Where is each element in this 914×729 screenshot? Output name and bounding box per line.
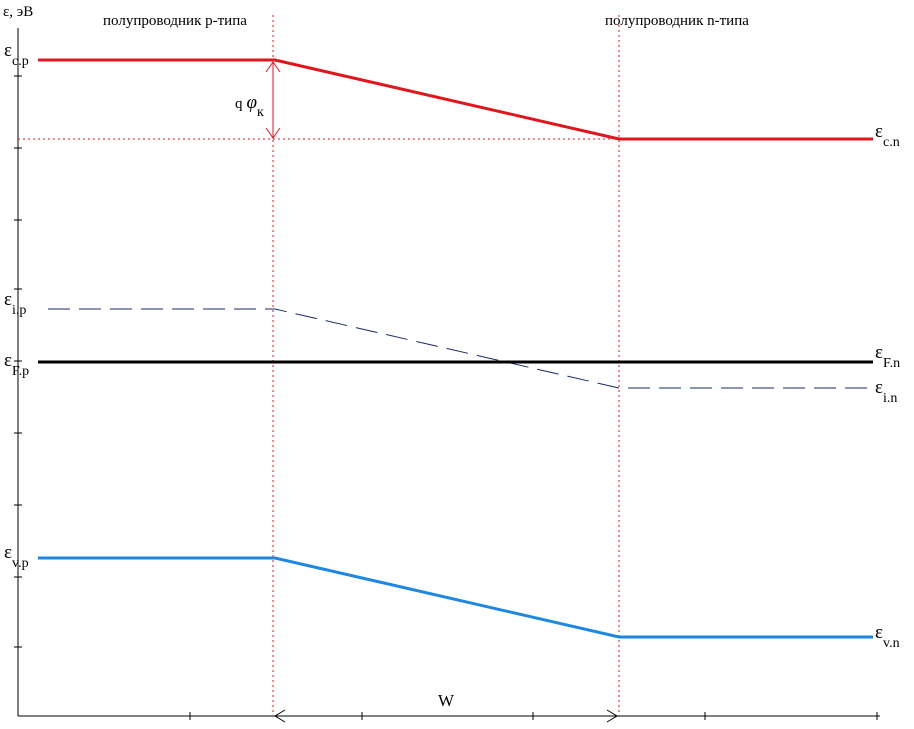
label-fn: εF.n	[875, 342, 900, 371]
region-label-p: полупроводник p-типа	[103, 13, 247, 29]
label-vp: εv.p	[4, 542, 29, 571]
width-label: W	[438, 691, 455, 710]
y-axis-ticks	[14, 75, 22, 648]
label-vn: εv.n	[875, 622, 900, 651]
conduction-band	[38, 58, 873, 141]
barrier-label: q φк	[235, 92, 264, 120]
label-cn: εc.n	[875, 121, 900, 150]
region-label-n: полупроводник n-типа	[605, 13, 749, 29]
x-axis-ticks	[189, 712, 878, 720]
axis-label: ε, эВ	[3, 4, 33, 20]
barrier-arrow	[265, 61, 281, 139]
intrinsic-level	[48, 308, 873, 389]
label-fp: εF.p	[4, 350, 29, 379]
label-cp: εc.p	[4, 40, 29, 69]
label-ip: εi.p	[4, 289, 26, 318]
valence-band	[38, 556, 873, 639]
width-arrow	[274, 709, 618, 723]
label-in: εi.n	[875, 377, 897, 406]
